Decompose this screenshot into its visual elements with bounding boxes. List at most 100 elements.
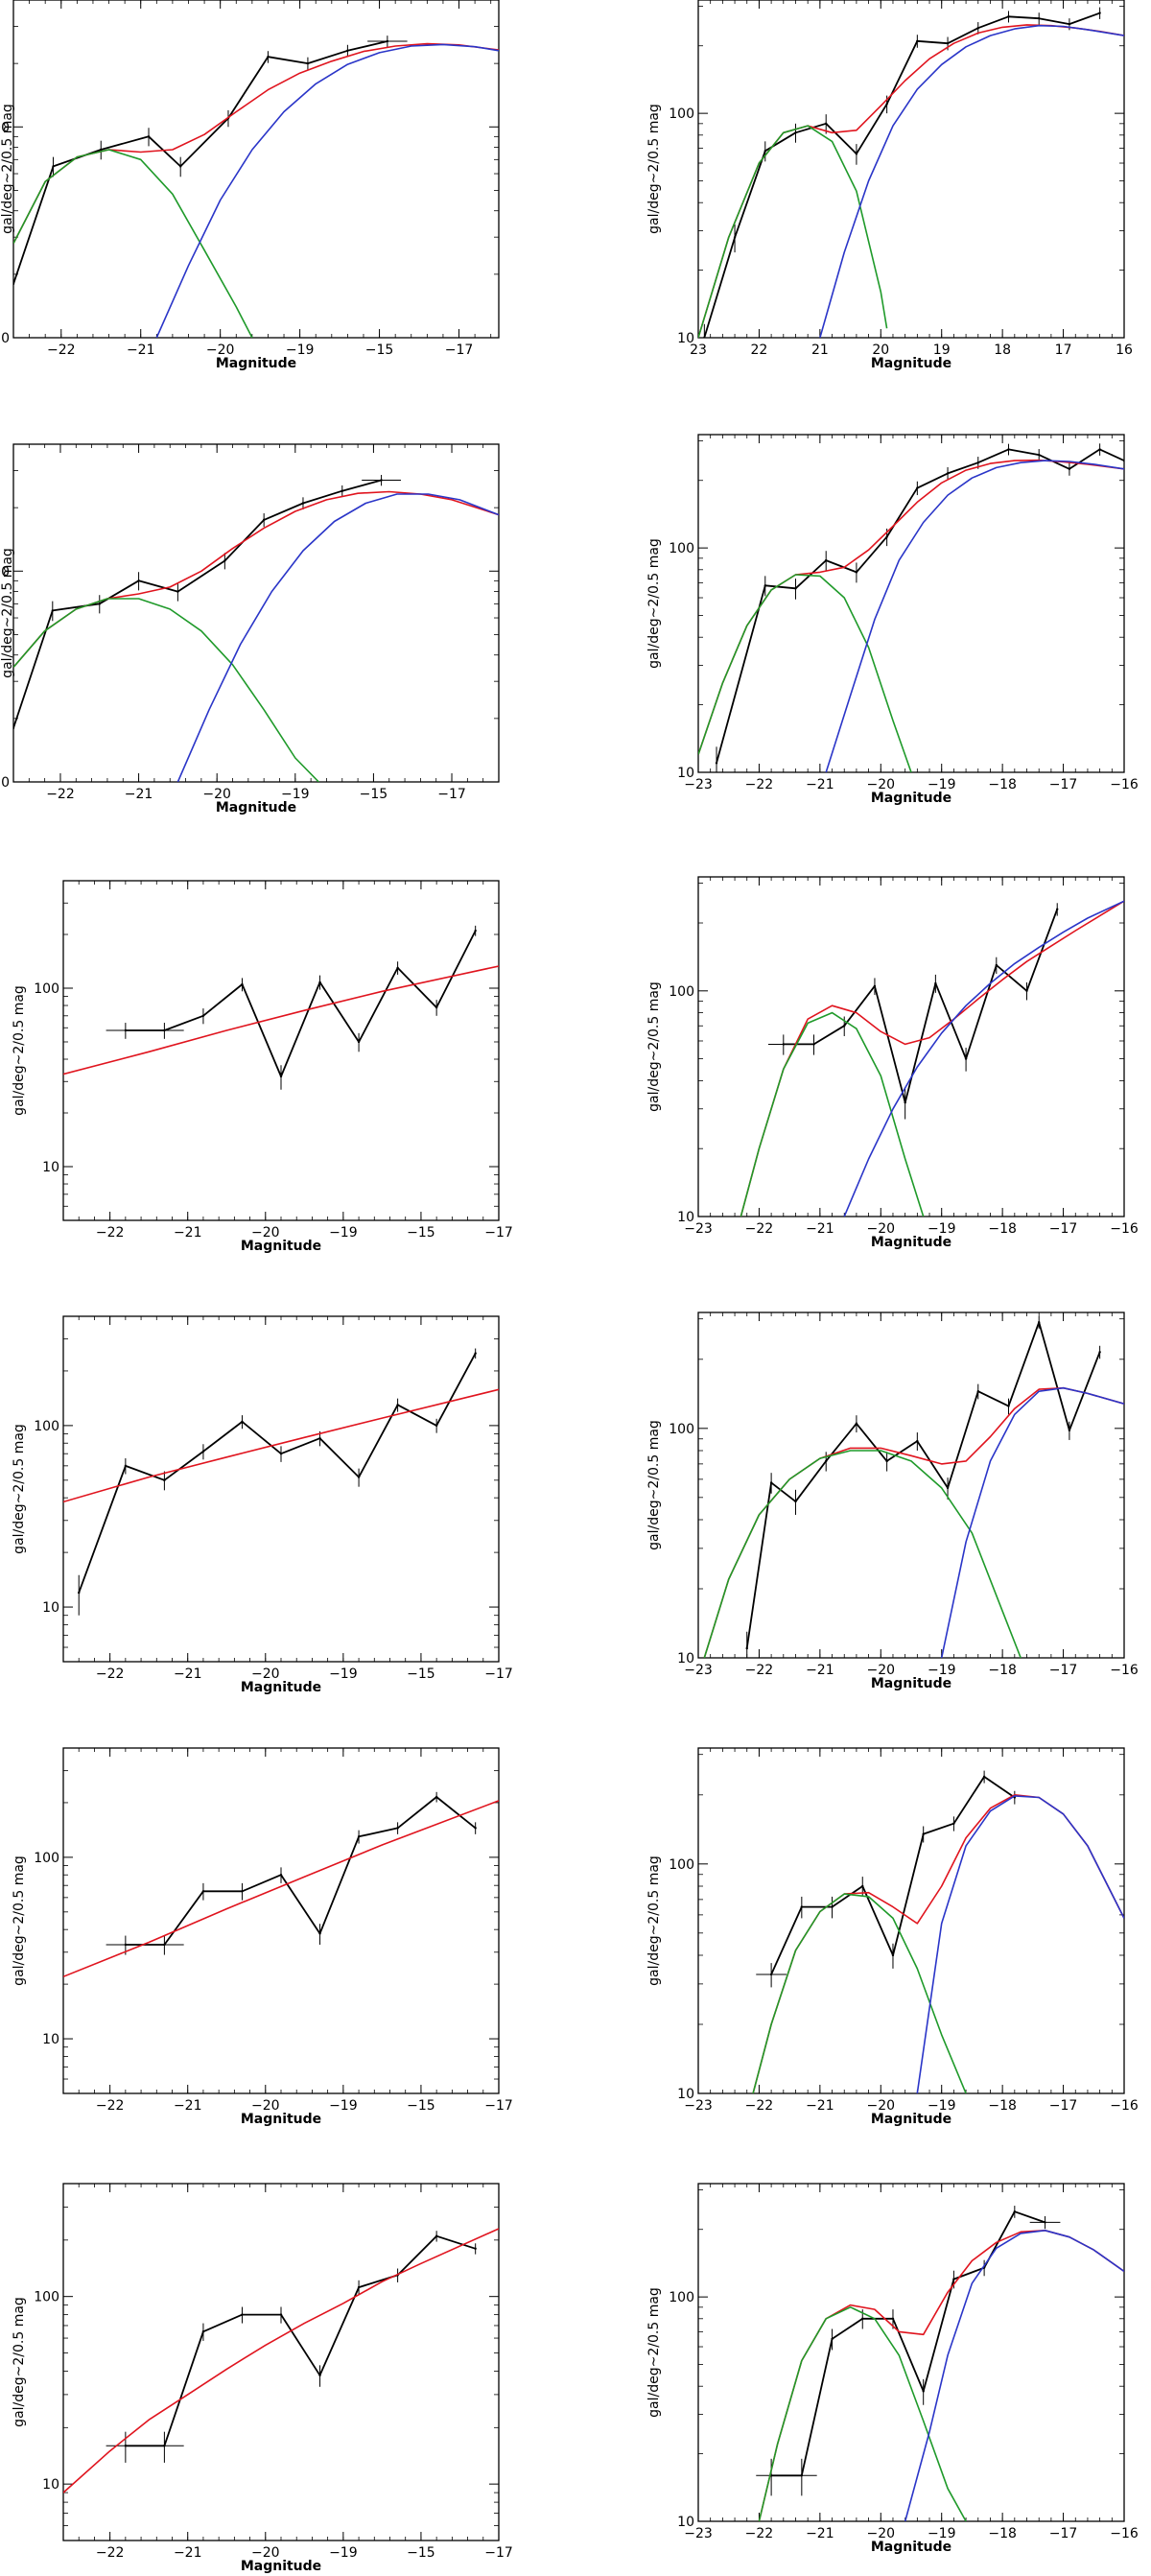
data-point [825,122,828,126]
data-point [279,1075,283,1078]
data-point [1007,448,1010,451]
y-tick-label: 100 [669,1422,694,1437]
data-point [891,1953,895,1957]
series-total [740,900,1124,1217]
data-point [241,982,244,986]
y-tick-label: 100 [34,2290,59,2305]
data-point [346,49,349,53]
plot-frame [62,880,500,1221]
x-tick-label: −18 [988,1221,1017,1237]
x-tick-label: 21 [811,343,829,358]
plot-frame [62,1315,500,1663]
x-tick-label: −16 [1110,1663,1139,1678]
data-point [934,981,937,985]
x-axis-label: Magnitude [216,356,296,371]
y-tick-label: 100 [0,120,10,135]
x-tick-label: −17 [1049,1663,1078,1678]
panel-p2-left: −22 −21 −20 −19 −15 −17 10 100 Magnitude gal/deg~… [0,443,500,815]
data-point [825,1459,828,1463]
y-tick-label: 10 [0,331,10,346]
y-axis-label: gal/deg~2/0.5 mag [646,1420,662,1550]
data-point [855,571,858,574]
data-point [124,1464,128,1468]
x-axis-label: Magnitude [241,2112,321,2127]
y-axis-label: gal/deg~2/0.5 mag [12,985,27,1116]
x-tick-label: −20 [251,1666,280,1682]
data-line [703,12,1100,338]
y-tick-label: 100 [669,2290,694,2305]
x-tick-label: −22 [745,1221,774,1237]
series-faint [155,43,499,338]
y-tick-label: 100 [669,541,694,556]
series-bright [758,2306,967,2521]
x-tick-label: 17 [1055,343,1072,358]
faint-line [940,1386,1124,1658]
series-total [63,2228,499,2493]
x-tick-label: −15 [365,343,394,358]
total-line [63,1388,499,1503]
data-line [716,448,1124,764]
x-tick-label: −21 [174,2098,202,2114]
faint-line [176,493,499,782]
series-bright [13,598,319,782]
data-point [794,1500,797,1503]
x-tick-label: −20 [206,343,235,358]
x-tick-label: −17 [445,343,474,358]
panel-p3-left: −22 −21 −20 −19 −15 −17 10 100 Magnitude gal/deg~… [12,880,513,1254]
y-tick-label: 100 [669,106,694,122]
plot-frame [62,2183,500,2541]
data-point [855,153,858,155]
data-point [318,981,321,983]
y-axis-label: gal/deg~2/0.5 mag [646,2287,662,2418]
data-point [474,2247,477,2250]
data-point [952,1822,955,1825]
x-tick-label: −19 [286,343,315,358]
data-point [703,336,706,338]
x-tick-label: −15 [360,787,388,802]
x-tick-label: −16 [1110,2098,1139,2114]
series-data [78,1348,477,1616]
x-tick-label: −17 [484,1225,513,1241]
data-point [825,558,828,562]
data-point [1068,1429,1071,1432]
data-point [946,42,950,45]
data-point [1044,2221,1046,2224]
x-tick-label: −21 [174,2545,202,2561]
series-faint [904,2230,1124,2521]
data-point [1025,989,1028,993]
total-line [698,24,1124,338]
data-point [995,963,998,967]
plot-frame [12,443,500,783]
data-point [396,966,399,969]
y-axis-label: gal/deg~2/0.5 mag [646,1855,662,1986]
panel-p5-right: −23 −22 −21 −20 −19 −18 −17 −16 10 100 Magnitude ga… [646,1747,1139,2127]
y-tick-label: 10 [42,2032,59,2047]
x-tick-label: −17 [484,1666,513,1682]
total-line [63,965,499,1075]
series-total [698,24,1124,338]
series-data [756,2206,1061,2496]
x-axis-label: Magnitude [871,1676,951,1691]
panel-p4-right: −23 −22 −21 −20 −19 −18 −17 −16 10 100 Magnitude ga… [646,1312,1139,1691]
data-point [380,479,383,482]
data-point [267,56,270,59]
series-faint [843,900,1124,1217]
data-point [124,1028,128,1032]
faint-line [904,2230,1124,2521]
x-tick-label: −21 [806,777,834,792]
data-point [357,1040,361,1044]
series-total [63,1388,499,1503]
data-line [745,1321,1101,1649]
x-axis-label: Magnitude [241,2559,321,2574]
x-tick-label: 22 [751,343,768,358]
data-point [885,535,888,538]
data-line [13,40,388,285]
data-point [745,1646,748,1650]
x-tick-label: −18 [988,2526,1017,2541]
data-point [800,1905,804,1908]
data-point [279,2313,283,2316]
y-tick-label: 10 [42,2477,59,2493]
series-faint [825,460,1124,772]
x-tick-label: −21 [806,1663,834,1678]
y-axis-label: gal/deg~2/0.5 mag [646,981,662,1112]
